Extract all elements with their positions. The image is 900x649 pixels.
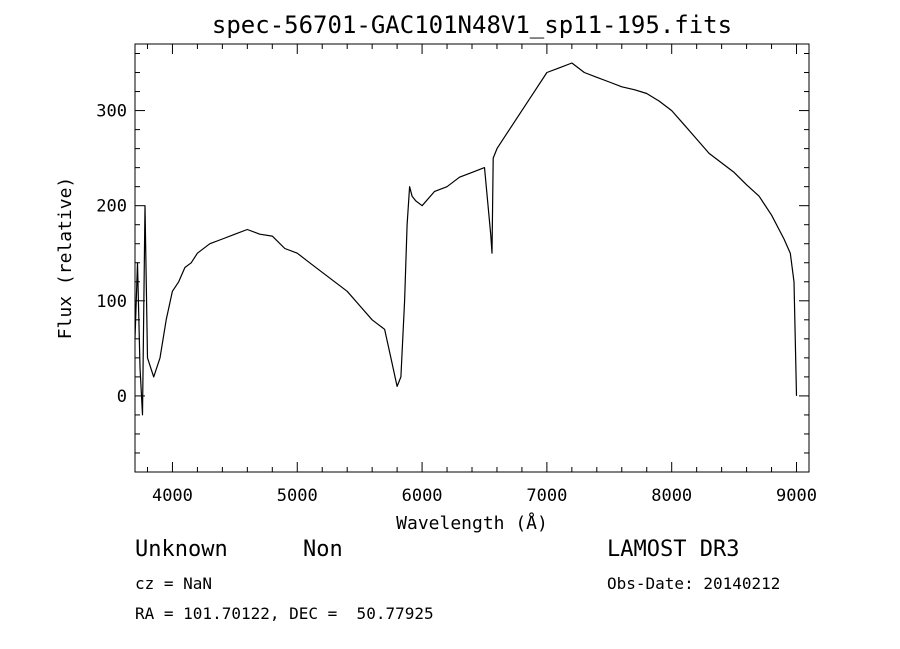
- redshift-text: cz = NaN: [135, 574, 213, 593]
- x-tick-label: 5000: [277, 486, 318, 506]
- y-tick-label: 200: [96, 197, 127, 217]
- x-tick-label: 7000: [526, 486, 567, 506]
- plot-frame: [134, 43, 810, 473]
- x-tick-label: 6000: [402, 486, 443, 506]
- x-tick-label: 8000: [651, 486, 692, 506]
- y-tick-label: 100: [96, 292, 127, 312]
- obs-date-text: Obs-Date: 20140212: [607, 574, 781, 593]
- object-subtype: Non: [303, 537, 343, 562]
- spectrum-series: [134, 62, 798, 416]
- survey-name: LAMOST DR3: [607, 537, 740, 562]
- x-tick-label: 4000: [152, 486, 193, 506]
- coordinates-text: RA = 101.70122, DEC = 50.77925: [135, 604, 434, 623]
- x-tick-label: 9000: [776, 486, 817, 506]
- y-tick-label: 0: [117, 387, 127, 407]
- object-type: Unknown: [135, 537, 228, 562]
- axis-ticks: [135, 44, 809, 473]
- y-axis-label: Flux (relative): [55, 177, 76, 340]
- axis-tick-labels: 4000 5000 6000 7000 8000 9000 0 100 200 300: [96, 102, 817, 506]
- y-tick-label: 300: [96, 102, 127, 122]
- spectrum-line: [134, 62, 798, 416]
- chart-title: spec-56701-GAC101N48V1_sp11-195.fits: [212, 11, 732, 39]
- x-axis-label: Wavelength (Å): [396, 512, 548, 534]
